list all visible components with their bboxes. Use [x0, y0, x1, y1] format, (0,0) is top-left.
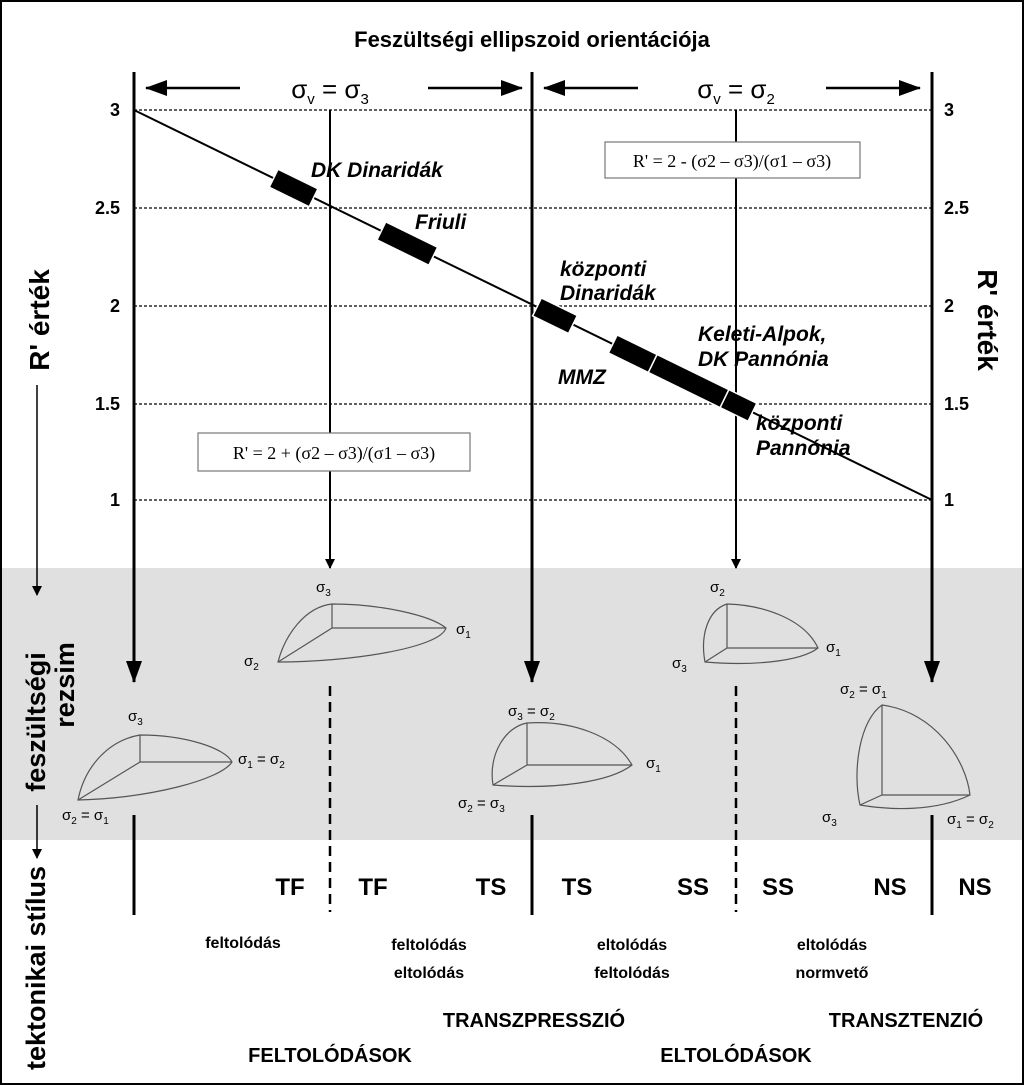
style-label: tektonikai stílus: [21, 866, 51, 1070]
grid-lines: [134, 109, 932, 501]
e3-bottom-label: σ2 = σ3: [458, 795, 505, 815]
tick-right-2: 2: [944, 296, 954, 316]
ellipsoid-3: [491, 722, 633, 788]
y-axis-label-left: R' érték: [24, 269, 55, 371]
tick-left-3: 3: [110, 100, 120, 120]
ellipsoid-4: [702, 603, 819, 665]
e1-bottom-label: σ2 = σ1: [62, 807, 109, 827]
e4-top-label: σ2: [710, 579, 725, 599]
ellipsoid-5: [856, 704, 971, 810]
dashed-vertical-lines: [328, 686, 738, 912]
e2-top-label: σ3: [316, 579, 331, 599]
r-prime-trend-line: [133, 109, 933, 501]
tick-right-3: 3: [944, 100, 954, 120]
main-vertical-lines: [126, 72, 940, 915]
e2-right-label: σ1: [456, 621, 471, 641]
tick-right-1: 1: [944, 490, 954, 510]
e3-top-label: σ3 = σ2: [508, 703, 555, 723]
regime-transpression: TRANSZPRESSZIÓ: [443, 1008, 625, 1032]
formula-right: R' = 2 - (σ2 – σ3)/(σ1 – σ3): [633, 151, 831, 172]
secondary-vertical-lines: [325, 110, 741, 569]
style-code-5: SS: [677, 874, 709, 901]
e2-left-label: σ2: [244, 653, 259, 673]
style-codes: TF TF TS TS SS SS NS NS: [275, 874, 991, 901]
e1-top-label: σ3: [128, 708, 143, 728]
y-axis-label-right: R' érték: [972, 269, 1003, 371]
regime-transtension: TRANSZTENZIÓ: [829, 1008, 983, 1032]
e4-left-label: σ3: [672, 655, 687, 675]
label-mmz: MMZ: [558, 366, 607, 389]
regime-thrusts: FELTOLÓDÁSOK: [248, 1043, 412, 1067]
e1-right-label: σ1 = σ2: [238, 751, 285, 771]
ellipsoid-2: [277, 603, 447, 663]
label-kozponti-dinaridak: központi Dinaridák: [560, 258, 657, 305]
tick-left-1.5: 1.5: [95, 394, 120, 414]
tick-right-1.5: 1.5: [944, 394, 969, 414]
segment-1: [268, 168, 319, 208]
ellipsoid-1: [77, 734, 233, 801]
tick-right-2.5: 2.5: [944, 198, 969, 218]
fault-type-4: eltolódás normvető: [796, 937, 869, 982]
label-dk-dinaridak: DK Dinaridák: [311, 159, 444, 182]
y-ticks-left: 3 2.5 2 1.5 1: [95, 100, 120, 510]
sigma-v-eq-sigma3-label: σv = σ3: [291, 74, 369, 108]
e5-right-label: σ1 = σ2: [947, 811, 994, 831]
e5-top-label: σ2 = σ1: [840, 681, 887, 701]
formula-box-right: [604, 141, 861, 179]
region-segments: [268, 168, 758, 423]
sigma-v-eq-sigma2-label: σv = σ2: [697, 74, 775, 108]
segment-3: [531, 296, 579, 335]
segment-6: [719, 388, 758, 423]
fault-type-2: feltolódás eltolódás: [391, 937, 467, 982]
label-keleti-alpok: Keleti-Alpok, DK Pannónia: [698, 323, 829, 371]
style-code-7: NS: [873, 874, 906, 901]
style-code-4: TS: [562, 874, 593, 901]
e4-right-label: σ1: [826, 639, 841, 659]
fault-type-1: feltolódás: [205, 935, 281, 952]
style-code-6: SS: [762, 874, 794, 901]
tick-left-2: 2: [110, 296, 120, 316]
regime-band: [2, 568, 1022, 840]
regime-strikeslips: ELTOLÓDÁSOK: [660, 1043, 812, 1067]
e5-bottom-left-label: σ3: [822, 809, 837, 829]
style-code-8: NS: [958, 874, 991, 901]
style-code-2: TF: [358, 874, 387, 901]
style-code-1: TF: [275, 874, 304, 901]
e3-right-label: σ1: [646, 755, 661, 775]
style-code-3: TS: [476, 874, 507, 901]
regime-label-line2: rezsim: [50, 642, 80, 728]
tick-left-1: 1: [110, 490, 120, 510]
y-ticks-right: 3 2.5 2 1.5 1: [944, 100, 969, 510]
label-kozponti-pannonia: központi Pannónia: [756, 412, 851, 460]
formula-box-left: [197, 432, 471, 472]
label-friuli: Friuli: [415, 211, 467, 234]
figure-title: Feszültségi ellipszoid orientációja: [354, 27, 711, 52]
segment-2: [375, 220, 439, 267]
formula-left: R' = 2 + (σ2 – σ3)/(σ1 – σ3): [233, 443, 435, 464]
tick-left-2.5: 2.5: [95, 198, 120, 218]
fault-type-3: eltolódás feltolódás: [594, 937, 670, 982]
regime-label-line1: feszültségi: [21, 652, 51, 792]
